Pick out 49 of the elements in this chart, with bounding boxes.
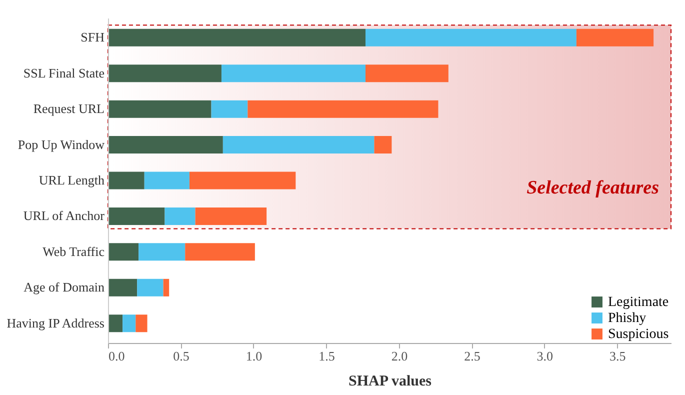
y-tick-label: Age of Domain — [24, 280, 105, 295]
x-tick-label: 1.0 — [246, 348, 262, 364]
bar — [576, 28, 654, 46]
bar — [144, 172, 190, 190]
x-tick-label: 3.0 — [536, 348, 554, 364]
bar — [163, 278, 170, 296]
bar — [108, 64, 222, 82]
bar — [108, 28, 366, 46]
bar — [185, 243, 255, 261]
x-tick-label: 0.0 — [108, 348, 125, 364]
x-tick-label: 0.5 — [173, 348, 190, 364]
legend-label: Phishy — [608, 311, 646, 326]
x-axis-title: SHAP values — [348, 374, 432, 390]
bar — [108, 278, 138, 296]
y-tick-label: Web Traffic — [42, 244, 105, 259]
bar — [189, 172, 296, 190]
x-tick-label: 1.5 — [318, 348, 335, 364]
x-tick-label: 2.5 — [464, 348, 480, 364]
bar — [108, 100, 212, 118]
y-tick-label: URL of Anchor — [23, 208, 106, 224]
bar — [365, 64, 448, 82]
y-tick-label: SFH — [80, 30, 104, 45]
x-tick-label: 2.0 — [391, 348, 408, 364]
legend-label: Legitimate — [608, 295, 669, 310]
y-tick-label: SSL Final State — [23, 65, 105, 80]
bar — [108, 314, 123, 332]
y-tick-label: Having IP Address — [6, 315, 104, 330]
y-tick-label: Pop Up Window — [18, 136, 106, 152]
bar — [164, 207, 196, 225]
bar — [137, 278, 164, 296]
bar — [222, 136, 374, 154]
bar — [211, 100, 248, 118]
bar — [122, 314, 136, 332]
band-label: Selected features — [526, 178, 659, 199]
bar — [108, 207, 165, 225]
bar — [108, 243, 139, 261]
bar — [374, 136, 392, 154]
bar — [365, 28, 576, 46]
bar — [221, 64, 366, 82]
bar — [138, 243, 186, 261]
legend-label: Suspicious — [608, 327, 669, 342]
y-tick-label: Request URL — [33, 101, 105, 116]
bar — [108, 172, 144, 190]
x-tick-label: 3.5 — [610, 348, 626, 364]
bar — [248, 100, 438, 118]
bar — [195, 207, 267, 225]
y-tick-label: URL Length — [38, 172, 105, 188]
bar — [108, 136, 223, 154]
bar — [136, 314, 148, 332]
